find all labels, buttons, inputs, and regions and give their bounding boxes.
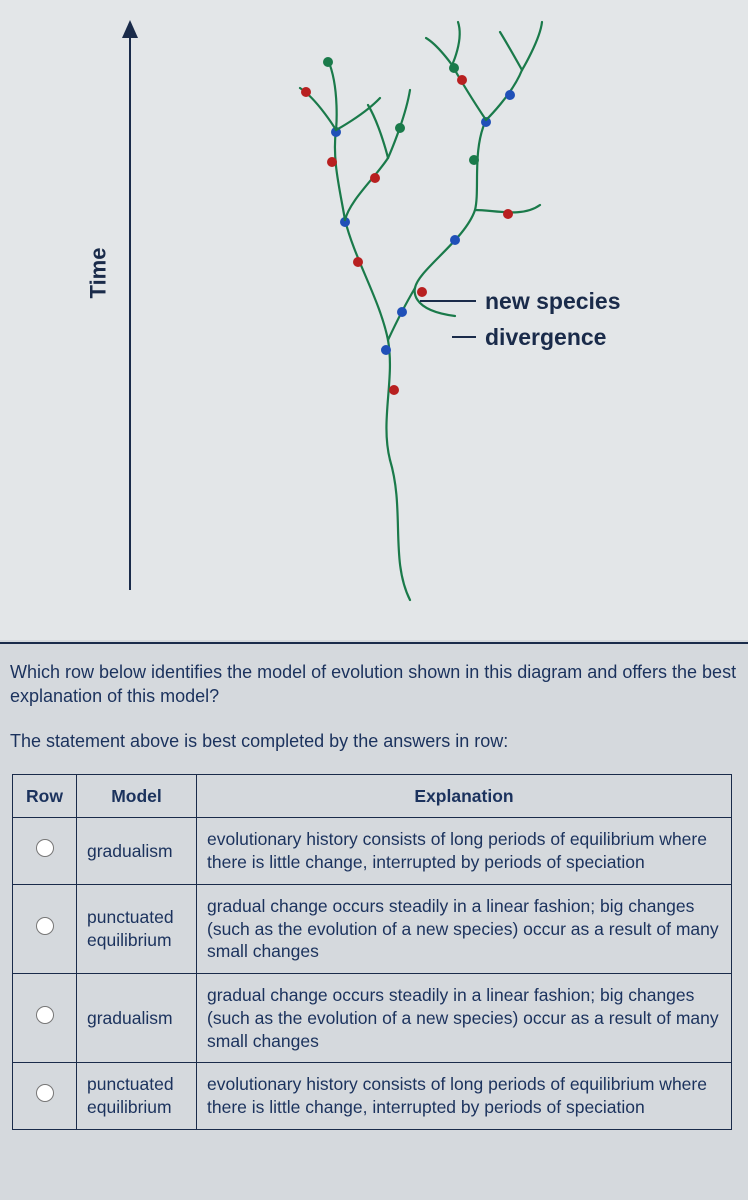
row-radio[interactable]: [36, 1006, 54, 1024]
table-row: punctuated equilibriumevolutionary histo…: [13, 1063, 732, 1130]
question-text-1: Which row below identifies the model of …: [10, 660, 738, 709]
table-row: gradualismevolutionary history consists …: [13, 818, 732, 885]
quiz-frame: Time new species divergence Which row be…: [0, 0, 748, 1200]
time-arrow: [115, 20, 145, 600]
model-cell: gradualism: [77, 974, 197, 1063]
model-cell: punctuated equilibrium: [77, 884, 197, 973]
row-radio-cell: [13, 818, 77, 885]
table-body: gradualismevolutionary history consists …: [13, 818, 732, 1130]
table-header-row: Row Model Explanation: [13, 774, 732, 818]
question-block: Which row below identifies the model of …: [10, 660, 738, 1130]
explanation-cell: gradual change occurs steadily in a line…: [197, 884, 732, 973]
region-divider: [0, 642, 748, 644]
diagram-region: Time new species divergence: [0, 0, 748, 640]
explanation-cell: gradual change occurs steadily in a line…: [197, 974, 732, 1063]
row-radio[interactable]: [36, 1084, 54, 1102]
divergence-label: divergence: [485, 324, 606, 351]
explanation-cell: evolutionary history consists of long pe…: [197, 818, 732, 885]
answer-table: Row Model Explanation gradualismevolutio…: [12, 774, 732, 1130]
model-cell: gradualism: [77, 818, 197, 885]
row-radio-cell: [13, 974, 77, 1063]
row-radio[interactable]: [36, 917, 54, 935]
row-radio-cell: [13, 1063, 77, 1130]
table-row: punctuated equilibriumgradual change occ…: [13, 884, 732, 973]
col-model: Model: [77, 774, 197, 818]
table-row: gradualismgradual change occurs steadily…: [13, 974, 732, 1063]
col-explanation: Explanation: [197, 774, 732, 818]
label-connector: [452, 336, 476, 338]
row-radio[interactable]: [36, 839, 54, 857]
model-cell: punctuated equilibrium: [77, 1063, 197, 1130]
explanation-cell: evolutionary history consists of long pe…: [197, 1063, 732, 1130]
question-text-2: The statement above is best completed by…: [10, 731, 738, 752]
new-species-label: new species: [485, 288, 621, 315]
row-radio-cell: [13, 884, 77, 973]
phylogenetic-tree: [240, 10, 580, 620]
col-row: Row: [13, 774, 77, 818]
time-axis-label: Time: [85, 248, 111, 299]
label-connector: [420, 300, 476, 302]
